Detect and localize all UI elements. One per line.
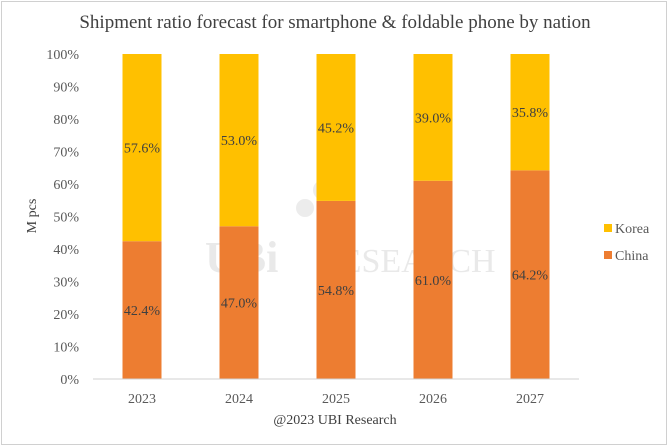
bar-china-2024 — [219, 226, 259, 379]
y-tick-label: 10% — [53, 341, 79, 356]
y-tick-label: 90% — [53, 81, 79, 96]
legend-label-korea: Korea — [615, 222, 650, 237]
y-tick-label: 30% — [53, 276, 79, 291]
y-tick-label: 0% — [60, 373, 79, 388]
data-label: 54.8% — [318, 284, 355, 299]
bar-korea-2024 — [219, 54, 259, 227]
data-label: 45.2% — [318, 121, 355, 136]
y-tick-label: 80% — [53, 113, 79, 128]
bar-korea-2026 — [413, 54, 453, 181]
x-tick-label: 2027 — [516, 392, 544, 407]
legend-label-china: China — [615, 249, 649, 264]
bar-korea-2025 — [316, 54, 356, 201]
x-tick-label: 2023 — [128, 392, 156, 407]
y-tick-label: 70% — [53, 146, 79, 161]
x-tick-label: 2025 — [322, 392, 350, 407]
y-tick-label: 100% — [46, 48, 79, 63]
data-label: 42.4% — [124, 304, 161, 319]
data-label: 61.0% — [415, 274, 452, 289]
bar-china-2023 — [122, 241, 162, 379]
y-tick-label: 20% — [53, 308, 79, 323]
data-label: 39.0% — [415, 111, 452, 126]
data-label: 57.6% — [124, 142, 161, 157]
bar-china-2025 — [316, 200, 356, 379]
data-label: 47.0% — [221, 297, 258, 312]
source-note: @2023 UBI Research — [273, 413, 396, 428]
chart-title: Shipment ratio forecast for smartphone &… — [79, 12, 591, 33]
data-label: 35.8% — [512, 106, 549, 121]
bar-china-2027 — [510, 170, 550, 379]
bar-korea-2023 — [122, 54, 162, 242]
legend-swatch-korea — [604, 224, 612, 232]
bar-china-2026 — [413, 180, 453, 379]
y-axis-label: M pcs — [25, 199, 40, 234]
x-tick-label: 2026 — [419, 392, 447, 407]
legend-swatch-china — [604, 251, 612, 259]
y-tick-label: 50% — [53, 211, 79, 226]
y-tick-label: 40% — [53, 243, 79, 258]
y-tick-label: 60% — [53, 178, 79, 193]
data-label: 64.2% — [512, 269, 549, 284]
data-label: 53.0% — [221, 134, 258, 149]
x-tick-label: 2024 — [225, 392, 253, 407]
bar-korea-2027 — [510, 54, 550, 171]
